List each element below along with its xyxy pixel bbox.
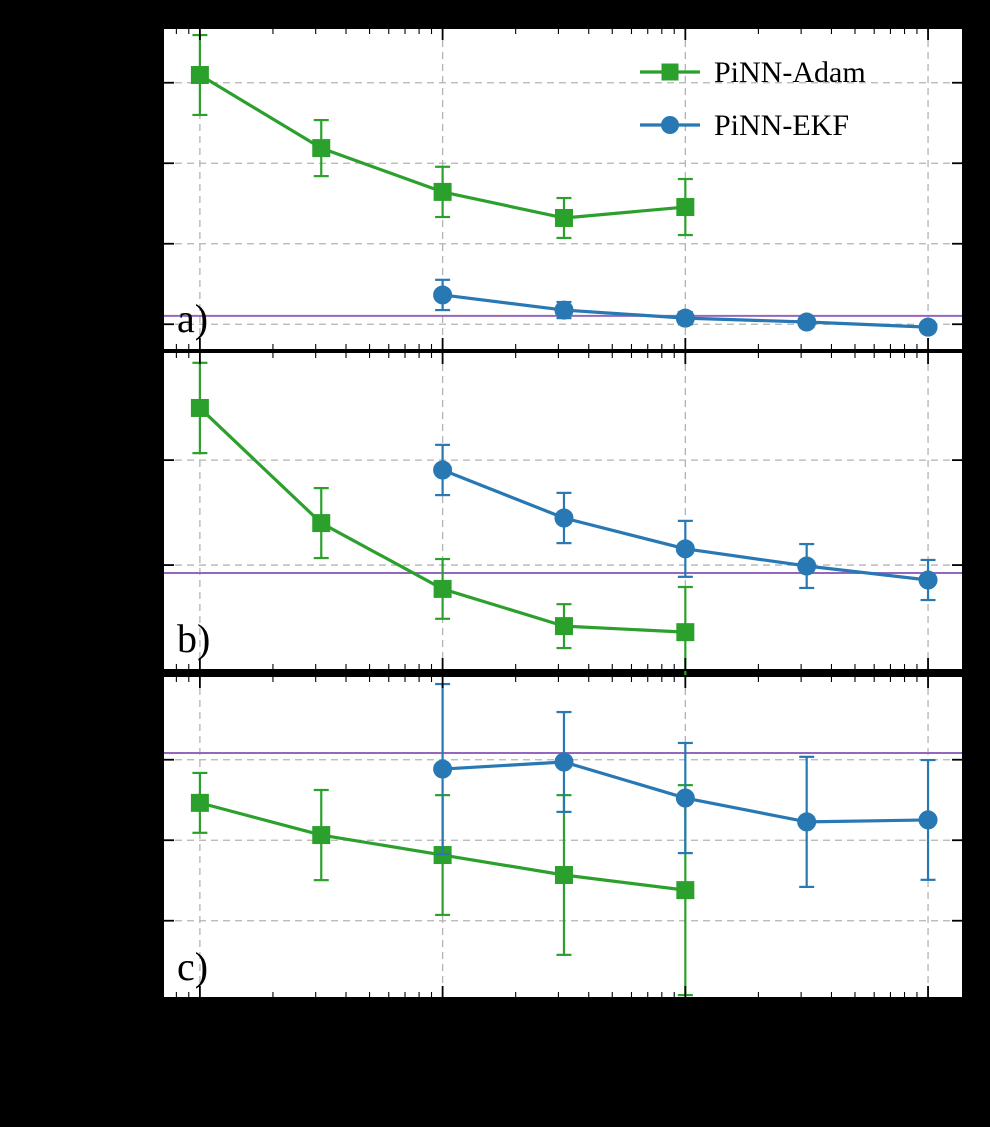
circle-marker (797, 556, 817, 576)
circle-marker (433, 460, 453, 480)
series-ekf (433, 278, 938, 337)
square-marker (190, 398, 209, 417)
circle-marker (675, 539, 695, 559)
panel-frame (162, 675, 964, 999)
legend-square-marker (661, 63, 679, 81)
circle-marker (675, 308, 695, 328)
plot-area (163, 28, 963, 350)
circle-marker (554, 508, 574, 528)
panel-frame (162, 351, 964, 671)
circle-marker (554, 752, 574, 772)
circle-marker (918, 810, 938, 830)
legend-circle-marker (661, 116, 679, 134)
square-marker (676, 198, 695, 217)
panel-b: b) (162, 351, 964, 679)
square-marker (312, 826, 331, 845)
circle-marker (797, 312, 817, 332)
legend-label: PiNN-Adam (714, 56, 866, 89)
square-marker (554, 208, 573, 227)
series-adam (190, 361, 695, 679)
circle-marker (918, 317, 938, 337)
panel-label: c) (177, 944, 208, 989)
circle-marker (797, 812, 817, 832)
square-marker (433, 579, 452, 598)
panel-label: a) (177, 296, 208, 341)
circle-marker (433, 285, 453, 305)
square-marker (312, 514, 331, 533)
circle-marker (554, 300, 574, 320)
square-marker (190, 66, 209, 85)
square-marker (676, 881, 695, 900)
panel-label: b) (177, 616, 210, 661)
legend: PiNN-Adam PiNN-EKF (640, 56, 866, 142)
series-ekf (433, 682, 938, 889)
square-marker (676, 623, 695, 642)
square-marker (554, 865, 573, 884)
legend-label: PiNN-EKF (714, 109, 849, 142)
series-ekf (433, 443, 938, 602)
square-marker (554, 617, 573, 636)
series-adam (190, 33, 695, 240)
circle-marker (918, 570, 938, 590)
circle-marker (675, 788, 695, 808)
square-marker (190, 793, 209, 812)
panel-a: a) (162, 27, 964, 351)
panel-c: c) (162, 675, 964, 999)
square-marker (312, 139, 331, 158)
panel-frame (162, 27, 964, 351)
square-marker (433, 182, 452, 201)
circle-marker (433, 759, 453, 779)
